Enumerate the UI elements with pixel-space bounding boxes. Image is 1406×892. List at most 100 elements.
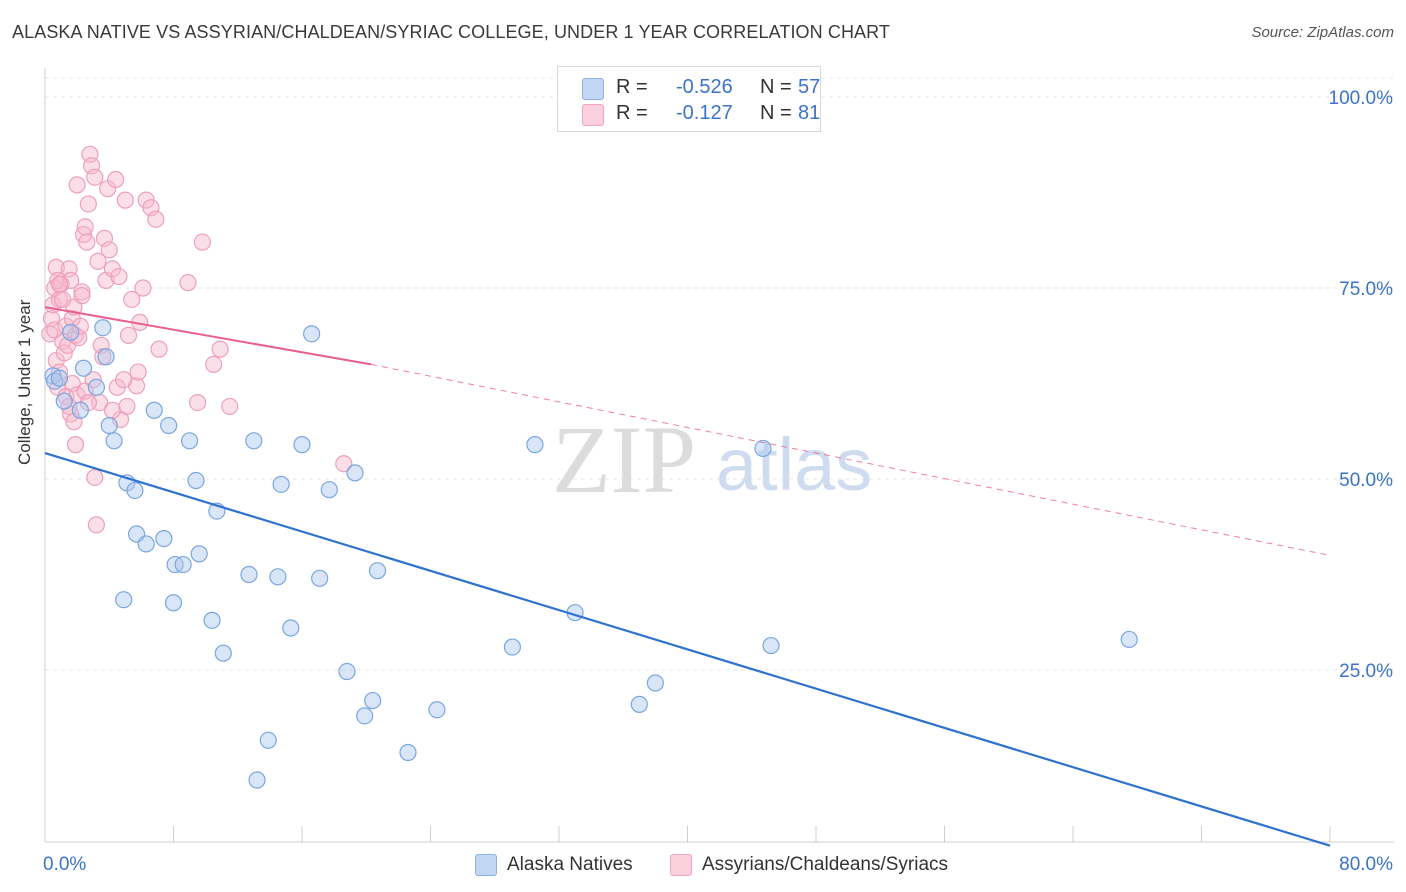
alaska-point-3 (55, 392, 73, 410)
trend-line-assyrians (44, 306, 372, 366)
n-label: N = (760, 102, 792, 124)
trend-lines (44, 306, 1331, 847)
alaska-point-48 (526, 436, 544, 454)
assyrians-point-4 (47, 258, 65, 276)
assyrians-point-48 (107, 170, 125, 189)
alaska-point-32 (272, 475, 290, 493)
alaska-point-50 (646, 674, 664, 692)
assyrians-point-69 (118, 397, 136, 416)
series-alaska-natives (44, 319, 1138, 789)
legend-label-assyrians: Assyrians/Chaldeans/Syriacs (702, 854, 949, 875)
n-value-alaska: 57 (798, 76, 821, 98)
alaska-point-10 (100, 416, 118, 435)
alaska-point-45 (399, 743, 417, 762)
series-assyrians (41, 145, 353, 534)
assyrians-point-74 (335, 455, 353, 473)
assyrians-point-29 (71, 317, 89, 335)
alaska-point-14 (145, 401, 163, 419)
alaska-point-54 (1120, 630, 1138, 649)
alaska-point-9 (97, 348, 115, 366)
alaska-point-13 (126, 481, 144, 500)
alaska-point-23 (190, 545, 208, 563)
trend-line-alaska (44, 451, 1331, 847)
legend-label-alaska-natives: Alaska Natives (507, 854, 633, 875)
legend-swatch-alaska (582, 78, 604, 100)
assyrians-point-51 (116, 191, 134, 209)
alaska-point-8 (87, 378, 106, 396)
y-tick-label-3: 100.0% (1329, 88, 1394, 109)
x-tick-label-min: 0.0% (43, 854, 86, 875)
assyrians-point-68 (103, 401, 122, 419)
alaska-point-17 (187, 471, 205, 490)
axis-layer (44, 68, 1394, 843)
assyrians-point-39 (89, 252, 107, 270)
alaska-point-29 (240, 565, 258, 584)
trend-extension-assyrians (370, 363, 1331, 556)
alaska-point-27 (203, 611, 221, 629)
y-tick-label-0: 25.0% (1339, 661, 1393, 682)
alaska-point-22 (174, 555, 192, 574)
alaska-point-19 (137, 535, 155, 553)
watermark: ZIP atlas (552, 406, 872, 513)
legend-swatch-assyrians (582, 104, 604, 126)
alaska-point-15 (160, 416, 178, 435)
alaska-point-51 (630, 695, 648, 713)
assyrians-point-63 (193, 233, 212, 251)
chart-title: ALASKA NATIVE VS ASSYRIAN/CHALDEAN/SYRIA… (12, 22, 891, 42)
alaska-point-11 (105, 432, 123, 450)
alaska-point-20 (155, 529, 173, 548)
r-value-assyrians: -0.127 (676, 102, 733, 124)
alaska-point-25 (115, 591, 133, 609)
assyrians-point-32 (68, 176, 86, 194)
assyrians-point-78 (73, 287, 91, 305)
assyrians-point-55 (129, 363, 147, 381)
assyrians-point-38 (86, 168, 104, 186)
alaska-point-26 (164, 594, 183, 612)
watermark-atlas: atlas (716, 423, 872, 506)
assyrians-point-65 (211, 340, 229, 358)
n-label: N = (760, 76, 792, 98)
alaska-point-7 (94, 319, 112, 337)
assyrians-point-17 (62, 271, 80, 289)
y-tick-label-1: 50.0% (1339, 470, 1393, 491)
source-credit: Source: ZipAtlas.com (1251, 24, 1394, 41)
alaska-point-5 (62, 323, 80, 341)
alaska-point-52 (754, 439, 772, 458)
legend-swatch-alaska-natives (475, 854, 497, 876)
alaska-point-40 (368, 562, 387, 580)
assyrians-point-35 (79, 195, 97, 213)
assyrians-point-73 (87, 516, 106, 534)
alaska-point-42 (364, 691, 382, 710)
r-label: R = (616, 102, 648, 124)
y-tick-labels: 25.0% 50.0% 75.0% 100.0% (1329, 88, 1394, 682)
alaska-point-35 (303, 325, 321, 343)
assyrians-point-30 (73, 283, 91, 301)
alaska-point-4 (74, 359, 93, 377)
r-value-alaska: -0.526 (676, 76, 733, 98)
n-value-assyrians: 81 (798, 102, 821, 124)
assyrians-point-49 (110, 267, 128, 286)
alaska-point-16 (180, 432, 199, 450)
alaska-point-47 (503, 638, 522, 656)
assyrians-point-66 (221, 397, 239, 416)
watermark-zip: ZIP (552, 406, 696, 513)
assyrians-point-77 (50, 275, 69, 293)
assyrians-point-67 (188, 394, 207, 412)
alaska-point-28 (214, 644, 232, 662)
assyrians-point-53 (123, 290, 141, 309)
assyrians-point-62 (179, 274, 197, 292)
assyrians-point-64 (205, 355, 223, 373)
alaska-point-2 (50, 369, 69, 387)
alaska-point-37 (320, 481, 338, 499)
alaska-point-31 (269, 568, 287, 586)
x-tick-label-max: 80.0% (1339, 854, 1393, 875)
alaska-point-1 (46, 372, 64, 390)
alaska-point-53 (762, 636, 780, 655)
alaska-point-38 (338, 662, 356, 681)
assyrians-point-61 (150, 340, 168, 358)
alaska-point-6 (71, 401, 89, 419)
alaska-point-39 (346, 464, 364, 482)
y-tick-label-2: 75.0% (1339, 279, 1393, 300)
alaska-point-41 (356, 707, 374, 725)
